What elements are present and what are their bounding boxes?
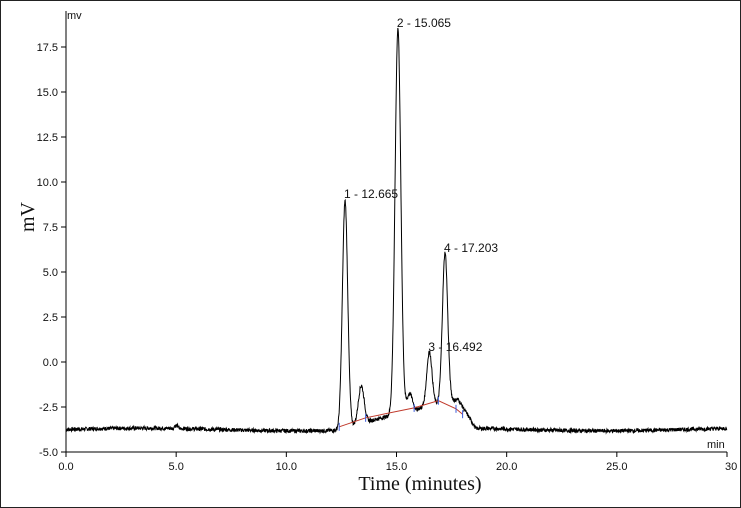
x-unit-label: min [707,439,725,451]
y-tick-label: 2.5 [43,312,58,324]
peak-label: 1 - 12.665 [344,187,398,201]
y-tick-label: -5.0 [39,447,58,459]
ticks: -5.0 -2.5 0.0 2.5 5.0 7.5 10.0 12.5 15.0 17.5 0.0 5… [37,42,738,473]
y-tick-label: 7.5 [43,222,58,234]
x-tick-label: 10.0 [276,461,297,473]
integration-baseline [339,400,463,428]
y-tick-label: 15.0 [37,87,58,99]
y-tick-label: 5.0 [43,267,58,279]
y-unit-label: mv [67,10,82,22]
peak-label: 2 - 15.065 [397,16,451,30]
x-tick-label: 0.0 [58,461,73,473]
y-tick-label: -2.5 [39,402,58,414]
x-tick-label: 30 [725,461,737,473]
x-tick-label: 15.0 [386,461,407,473]
peak-label: 4 - 17.203 [444,241,498,255]
x-tick-label: 20.0 [496,461,517,473]
x-tick-label: 5.0 [169,461,184,473]
y-axis-title: mV [17,201,39,232]
x-axis-title: Time (minutes) [358,473,481,495]
y-tick-label: 17.5 [37,42,58,54]
y-tick-label: 10.0 [37,177,58,189]
signal-trace [65,27,728,435]
y-tick-label: 0.0 [43,357,58,369]
peak-label: 3 - 16.492 [428,340,482,354]
x-tick-label: 25.0 [606,461,627,473]
y-tick-label: 12.5 [37,132,58,144]
peak-labels: 1 - 12.665 2 - 15.065 3 - 16.492 4 - 17.203 [344,16,498,354]
